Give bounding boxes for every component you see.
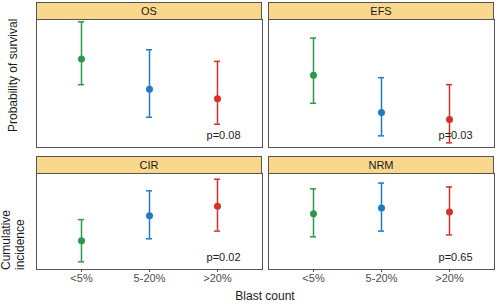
html-text:EFS: EFS bbox=[370, 5, 392, 17]
html-text:Blast count: Blast count bbox=[235, 289, 295, 303]
svg-text:p=0.02: p=0.02 bbox=[207, 251, 241, 263]
svg-text:<5%: <5% bbox=[302, 272, 325, 284]
svg-text:>20%: >20% bbox=[203, 272, 232, 284]
svg-text:p=0.65: p=0.65 bbox=[439, 251, 473, 263]
html-text:Cumulative incidence: Cumulative incidence bbox=[0, 210, 27, 270]
svg-text:5-20%: 5-20% bbox=[366, 272, 398, 284]
svg-text:p=0.08: p=0.08 bbox=[207, 129, 241, 141]
html-text:OS: OS bbox=[141, 5, 157, 17]
svg-text:5-20%: 5-20% bbox=[134, 272, 166, 284]
html-text:NRM: NRM bbox=[368, 159, 394, 171]
svg-text:>20%: >20% bbox=[435, 272, 464, 284]
svg-text:p=0.03: p=0.03 bbox=[439, 129, 473, 141]
html-text:CIR: CIR bbox=[139, 159, 159, 171]
svg-text:<5%: <5% bbox=[70, 272, 93, 284]
html-text:Probability of survival: Probability of survival bbox=[6, 18, 20, 132]
